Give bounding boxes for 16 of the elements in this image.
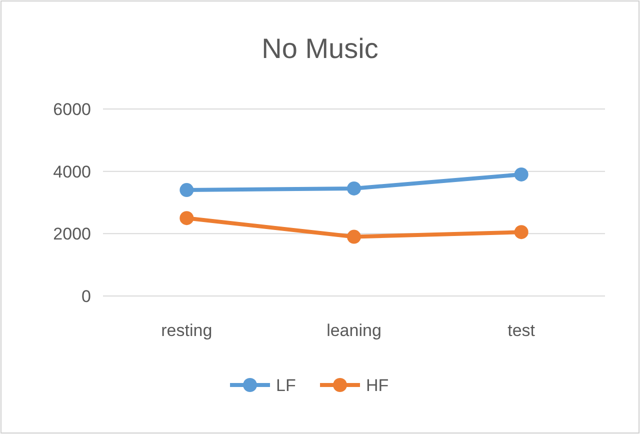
point (514, 225, 528, 240)
y-tick-label: 2000 (53, 224, 91, 244)
point (347, 181, 361, 196)
chart-title: No Music (262, 33, 378, 64)
point (180, 183, 194, 198)
point (180, 211, 194, 226)
legend-label: HF (366, 376, 389, 395)
x-tick-label: test (508, 321, 536, 340)
x-tick-label: resting (161, 321, 212, 340)
x-tick-label: leaning (326, 321, 382, 340)
y-tick-label: 4000 (53, 162, 91, 182)
y-tick-label: 0 (82, 286, 91, 306)
point (347, 230, 361, 244)
point (514, 167, 528, 182)
y-tick-label: 6000 (53, 100, 91, 119)
legend-label: LF (276, 376, 296, 395)
